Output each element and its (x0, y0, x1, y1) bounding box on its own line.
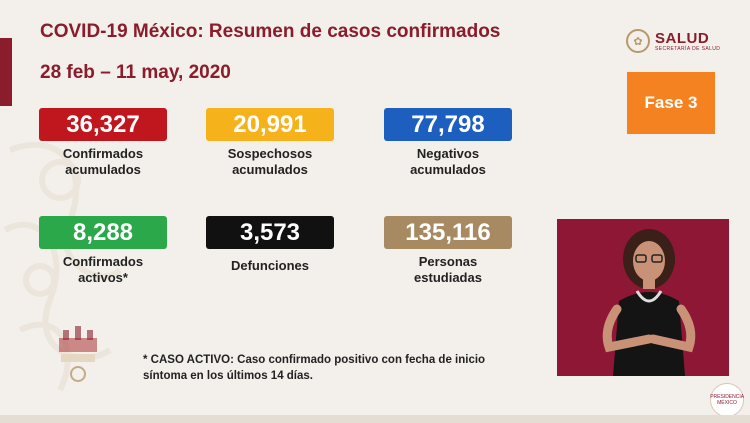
left-accent-bar (0, 38, 12, 106)
stat-card-negativos: 77,798 Negativos acumulados (384, 108, 512, 178)
salud-logo: ✿ SALUD SECRETARÍA DE SALUD (626, 27, 720, 55)
stat-card-confirmados: 36,327 Confirmados acumulados (39, 108, 167, 178)
page-title: COVID-19 México: Resumen de casos confir… (40, 21, 501, 42)
stat-value: 135,116 (384, 216, 512, 249)
stat-card-activos: 8,288 Confirmados activos* (39, 216, 167, 286)
stat-value: 77,798 (384, 108, 512, 141)
stat-label: Sospechosos acumulados (227, 146, 313, 177)
logo-name: SALUD (655, 29, 710, 47)
logo-subtitle: SECRETARÍA DE SALUD (655, 45, 721, 52)
stat-card-defunciones: 3,573 Defunciones (206, 216, 334, 274)
stat-value: 8,288 (39, 216, 167, 249)
stat-value: 36,327 (39, 108, 167, 141)
interpreter-figure (557, 219, 729, 376)
building-emblem-icon (59, 326, 97, 382)
seal-icon: ✿ (626, 29, 650, 53)
bottom-bar (0, 415, 750, 423)
stat-card-estudiadas: 135,116 Personas estudiadas (384, 216, 512, 286)
phase-badge: Fase 3 (627, 72, 715, 134)
stat-card-sospechosos: 20,991 Sospechosos acumulados (206, 108, 334, 178)
date-range: 28 feb – 11 may, 2020 (40, 62, 231, 83)
stat-label: Confirmados acumulados (62, 146, 144, 177)
stat-value: 3,573 (206, 216, 334, 249)
presidencia-emblem: PRESIDENCIA MÉXICO (710, 383, 744, 417)
stat-label: Confirmados activos* (62, 254, 144, 285)
stat-label: Negativos acumulados (410, 146, 486, 177)
stat-label: Personas estudiadas (414, 254, 482, 285)
footnote: * CASO ACTIVO: Caso confirmado positivo … (143, 354, 486, 382)
stat-label: Defunciones (230, 258, 309, 273)
stat-value: 20,991 (206, 108, 334, 141)
interpreter-video (557, 219, 729, 376)
